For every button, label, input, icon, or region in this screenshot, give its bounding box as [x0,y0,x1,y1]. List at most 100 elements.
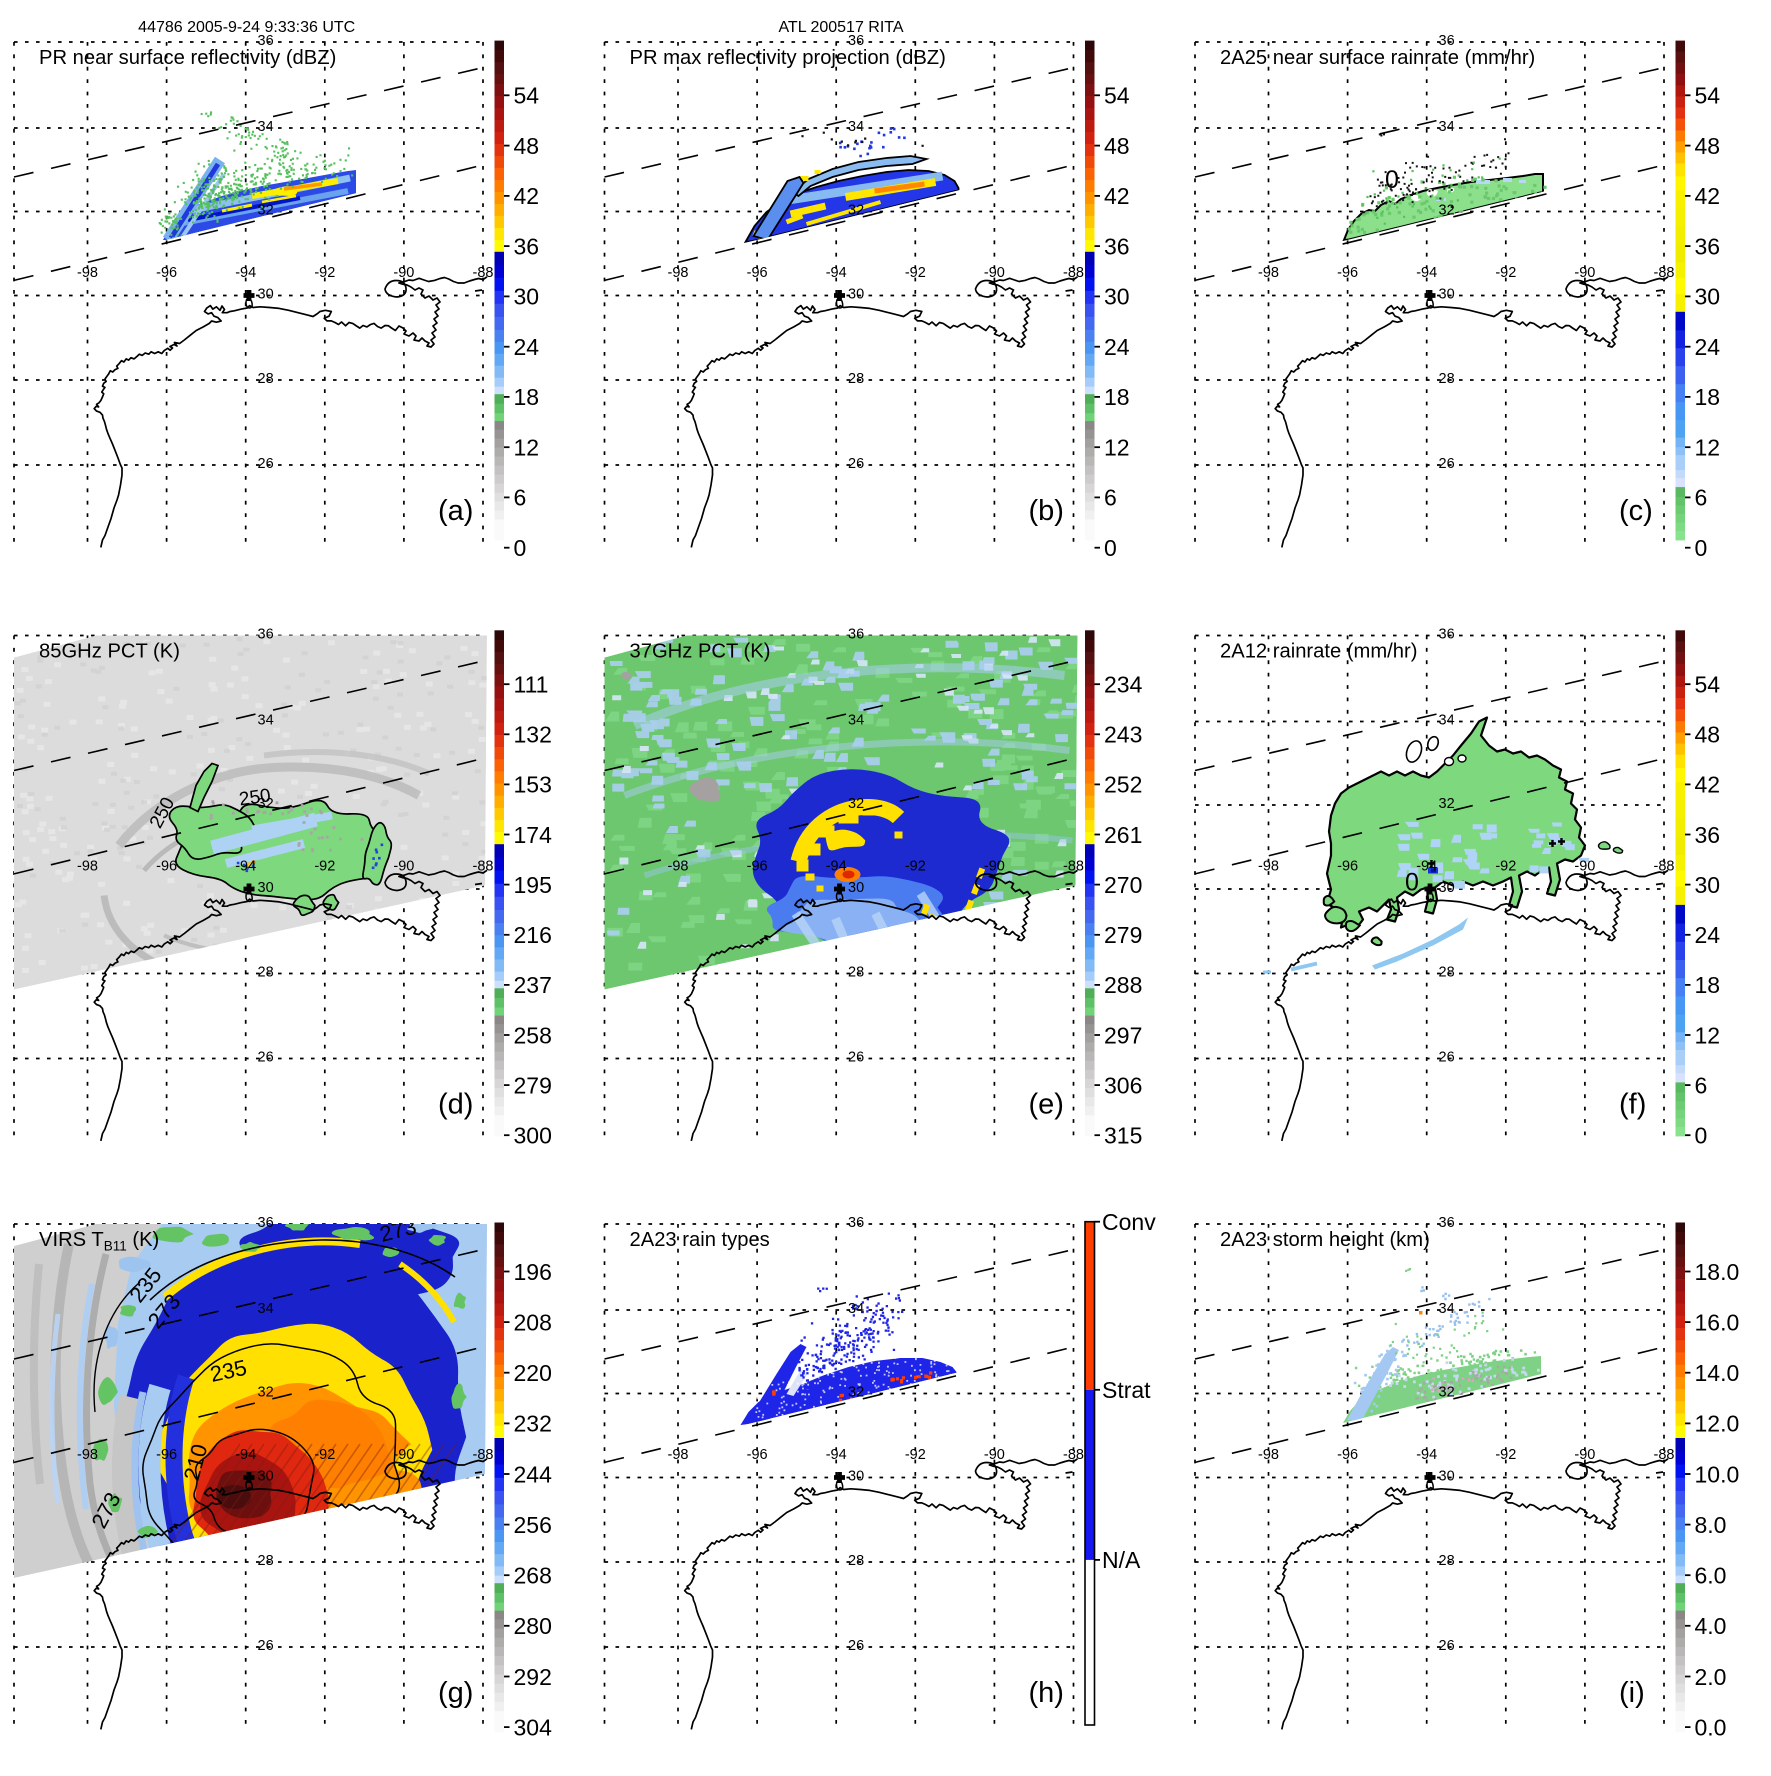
svg-text:300: 300 [514,1123,552,1149]
svg-text:48: 48 [514,133,540,159]
svg-text:0: 0 [1405,869,1419,897]
svg-text:297: 297 [1104,1022,1142,1048]
svg-text:2A12 rainrate (mm/hr): 2A12 rainrate (mm/hr) [1220,641,1417,663]
svg-text:36: 36 [514,233,540,259]
svg-text:PR max reflectivity projection: PR max reflectivity projection (dBZ) [630,47,946,69]
svg-text:232: 232 [514,1411,552,1437]
svg-text:10.0: 10.0 [1695,1461,1740,1487]
svg-text:6.0: 6.0 [1695,1563,1727,1589]
svg-text:0: 0 [1385,166,1399,194]
svg-text:(b): (b) [1029,495,1064,527]
svg-text:258: 258 [514,1022,552,1048]
svg-text:6: 6 [514,485,527,511]
svg-text:315: 315 [1104,1123,1142,1149]
svg-text:256: 256 [514,1512,552,1538]
svg-text:4.0: 4.0 [1695,1613,1727,1639]
svg-text:268: 268 [514,1563,552,1589]
svg-text:12: 12 [1104,435,1130,461]
svg-text:234: 234 [1104,672,1143,698]
svg-text:16.0: 16.0 [1695,1309,1740,1335]
svg-text:N/A: N/A [1102,1547,1141,1573]
svg-text:24: 24 [1104,334,1130,360]
svg-text:195: 195 [514,872,552,898]
svg-text:153: 153 [514,772,552,798]
svg-text:196: 196 [514,1259,552,1285]
svg-text:(c): (c) [1619,495,1653,527]
svg-text:(g): (g) [438,1677,473,1709]
svg-text:12: 12 [1695,435,1721,461]
svg-text:252: 252 [1104,772,1142,798]
svg-text:30: 30 [1695,284,1721,310]
svg-text:2.0: 2.0 [1695,1664,1727,1690]
svg-text:42: 42 [1695,183,1721,209]
svg-text:2A23 rain types: 2A23 rain types [630,1229,770,1251]
svg-text:111: 111 [514,672,549,698]
svg-text:2A25 near surface rainrate (mm: 2A25 near surface rainrate (mm/hr) [1220,47,1535,69]
svg-text:(a): (a) [438,495,473,527]
svg-text:288: 288 [1104,972,1142,998]
svg-text:0: 0 [1695,1123,1708,1149]
svg-text:18: 18 [1695,972,1721,998]
svg-text:37GHz PCT (K): 37GHz PCT (K) [630,641,771,663]
svg-text:270: 270 [1104,872,1142,898]
svg-text:24: 24 [514,334,540,360]
svg-text:12: 12 [1695,1022,1721,1048]
svg-text:42: 42 [1695,772,1721,798]
svg-text:30: 30 [514,284,540,310]
svg-text:18: 18 [1104,384,1130,410]
svg-text:18.0: 18.0 [1695,1259,1740,1285]
svg-text:220: 220 [514,1360,552,1386]
svg-text:Strat: Strat [1102,1377,1151,1403]
svg-text:12.0: 12.0 [1695,1411,1740,1437]
svg-text:48: 48 [1695,133,1721,159]
svg-text:12: 12 [514,435,540,461]
svg-text:30: 30 [1695,872,1721,898]
svg-text:2A23 storm height (km): 2A23 storm height (km) [1220,1229,1430,1251]
svg-text:(e): (e) [1029,1089,1064,1121]
svg-text:261: 261 [1104,822,1142,848]
svg-text:ATL 200517 RITA: ATL 200517 RITA [778,19,903,36]
svg-text:(h): (h) [1029,1677,1064,1709]
svg-text:6: 6 [1695,485,1708,511]
svg-text:PR near surface reflectivity (: PR near surface reflectivity (dBZ) [39,47,336,69]
svg-text:54: 54 [1695,83,1721,109]
svg-text:42: 42 [1104,183,1130,209]
svg-text:18: 18 [514,384,540,410]
svg-text:24: 24 [1695,922,1721,948]
svg-text:306: 306 [1104,1072,1142,1098]
svg-text:(d): (d) [438,1089,473,1121]
svg-text:0: 0 [1695,535,1708,561]
svg-text:30: 30 [1104,284,1130,310]
svg-text:48: 48 [1104,133,1130,159]
svg-text:(i): (i) [1619,1677,1645,1709]
svg-text:280: 280 [514,1613,552,1639]
svg-text:304: 304 [514,1714,553,1740]
svg-text:14.0: 14.0 [1695,1360,1740,1386]
svg-text:85GHz PCT (K): 85GHz PCT (K) [39,641,180,663]
svg-text:244: 244 [514,1461,553,1487]
svg-text:42: 42 [514,183,540,209]
svg-text:36: 36 [1695,822,1721,848]
svg-text:48: 48 [1695,722,1721,748]
svg-text:279: 279 [514,1072,552,1098]
svg-text:36: 36 [1104,233,1130,259]
svg-text:18: 18 [1695,384,1721,410]
svg-text:24: 24 [1695,334,1721,360]
svg-text:132: 132 [514,722,552,748]
svg-text:237: 237 [514,972,552,998]
svg-text:VIRS TB11 (K): VIRS TB11 (K) [39,1229,159,1254]
svg-text:174: 174 [514,822,553,848]
svg-text:Conv: Conv [1102,1209,1156,1235]
svg-text:0: 0 [514,535,527,561]
svg-text:208: 208 [514,1309,552,1335]
svg-text:279: 279 [1104,922,1142,948]
svg-text:8.0: 8.0 [1695,1512,1727,1538]
svg-text:292: 292 [514,1664,552,1690]
svg-text:(f): (f) [1619,1089,1646,1121]
svg-text:44786 2005-9-24 9:33:36 UTC: 44786 2005-9-24 9:33:36 UTC [138,19,355,36]
svg-text:216: 216 [514,922,552,948]
svg-text:0.0: 0.0 [1695,1714,1727,1740]
svg-text:54: 54 [514,83,540,109]
svg-text:0: 0 [1104,535,1117,561]
svg-text:243: 243 [1104,722,1142,748]
